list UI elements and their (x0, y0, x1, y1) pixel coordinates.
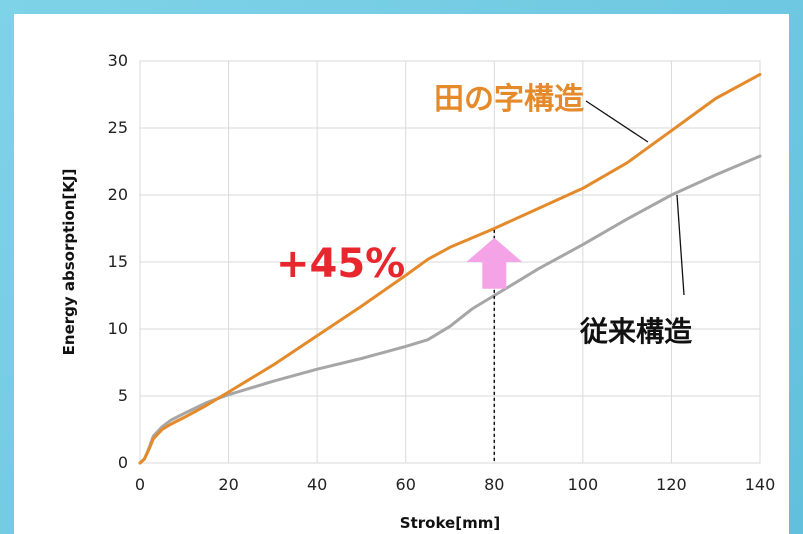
x-tick-labels: 0 20 40 60 80 100 120 140 (135, 475, 775, 494)
increase-arrow-icon (466, 237, 523, 289)
series-line-conventional (138, 154, 762, 465)
x-axis-title: Stroke[mm] (400, 514, 500, 532)
y-tick-label: 15 (108, 252, 128, 271)
annotation-layer (466, 100, 685, 463)
x-tick-label: 80 (484, 475, 504, 494)
y-tick-label: 10 (108, 319, 128, 338)
y-tick-label: 20 (108, 185, 128, 204)
increase-percent-label: +45% (276, 241, 405, 287)
x-tick-label: 0 (135, 475, 145, 494)
leader-line-tanoji (585, 100, 649, 143)
plot-border (139, 60, 761, 464)
y-tick-label: 25 (108, 118, 128, 137)
series-layer (138, 72, 762, 465)
x-tick-label: 140 (745, 475, 776, 494)
x-tick-label: 120 (656, 475, 687, 494)
x-tick-label: 100 (568, 475, 599, 494)
grid-lines (139, 60, 761, 464)
y-axis-title: Energy absorption[KJ] (60, 169, 78, 356)
y-tick-label: 30 (108, 51, 128, 70)
x-tick-label: 60 (396, 475, 416, 494)
y-tick-label: 5 (118, 386, 128, 405)
x-tick-label: 40 (307, 475, 327, 494)
x-tick-label: 20 (218, 475, 238, 494)
energy-absorption-chart: 0 5 10 15 20 25 30 0 20 40 60 80 100 120 140 Stroke[m… (60, 51, 775, 532)
chart-panel: 0 5 10 15 20 25 30 0 20 40 60 80 100 120 140 Stroke[m… (14, 14, 789, 534)
series-label-conventional: 従来構造 (579, 315, 692, 348)
leader-line-conventional (676, 194, 685, 296)
plot-area (139, 60, 761, 464)
y-tick-label: 0 (118, 453, 128, 472)
series-label-tanoji: 田の字構造 (434, 82, 584, 117)
y-tick-labels: 0 5 10 15 20 25 30 (108, 51, 128, 472)
series-line-tanoji (138, 72, 762, 465)
